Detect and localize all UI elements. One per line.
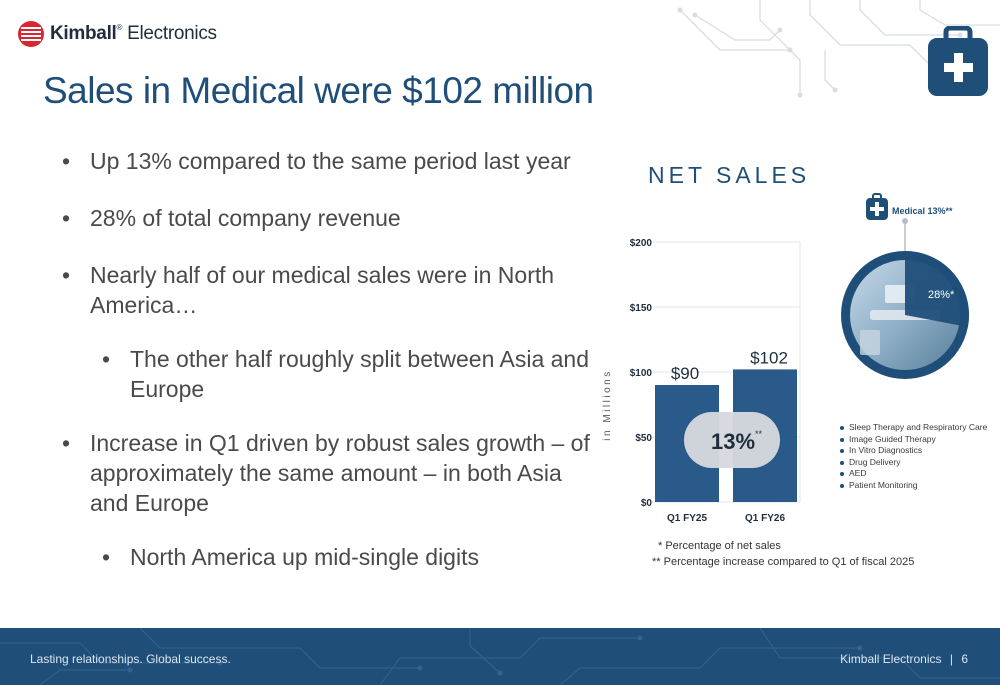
circuit-decoration-icon [677, 0, 1000, 98]
page-number: 6 [961, 652, 968, 666]
growth-callout: 13% ** [684, 412, 780, 468]
y-tick-label: $100 [630, 368, 653, 379]
donut-segment-label: 28%* [928, 289, 955, 301]
chart-title: NET SALES [648, 162, 811, 188]
footer-circuit-icon [0, 628, 1000, 685]
y-tick-label: $150 [630, 303, 653, 314]
list-item: Image Guided Therapy [840, 434, 987, 446]
medical-segments-list: Sleep Therapy and Respiratory Care Image… [840, 422, 987, 491]
list-item: Drug Delivery [840, 457, 987, 469]
y-tick-label: $200 [630, 238, 653, 249]
donut-segment [905, 251, 969, 327]
footnote: * Percentage of net sales [658, 540, 781, 552]
bullet-item: 28% of total company revenue [62, 203, 592, 233]
list-item: Sleep Therapy and Respiratory Care [840, 422, 987, 434]
list-item: Patient Monitoring [840, 480, 987, 492]
list-item: In Vitro Diagnostics [840, 445, 987, 457]
y-axis-label: in Millions [602, 369, 613, 440]
medical-badge-label: Medical 13%** [892, 206, 953, 216]
logo-text: Kimball® Electronics [50, 23, 217, 44]
page-title: Sales in Medical were $102 million [43, 70, 594, 111]
bullet-item: Increase in Q1 driven by robust sales gr… [62, 428, 592, 518]
growth-annotation-mark: ** [755, 429, 763, 439]
footnotes: * Percentage of net sales ** Percentage … [652, 538, 914, 570]
list-item: AED [840, 468, 987, 480]
footnote: ** Percentage increase compared to Q1 of… [652, 556, 915, 568]
medical-badge [866, 193, 888, 220]
footer-tagline: Lasting relationships. Global success. [30, 652, 231, 666]
growth-annotation: 13% [711, 429, 755, 454]
x-tick-label: Q1 FY25 [667, 513, 707, 524]
y-tick-label: $50 [635, 433, 652, 444]
medical-kit-icon [928, 26, 988, 96]
sub-bullet-item: The other half roughly split between Asi… [102, 344, 592, 404]
bar-value-label: $90 [671, 364, 699, 383]
x-tick-label: Q1 FY26 [745, 513, 785, 524]
medical-share-graphic: Medical 13%** 28%* [830, 190, 1000, 410]
footer-bar: Lasting relationships. Global success. K… [0, 628, 1000, 685]
bar-value-label: $102 [750, 348, 788, 367]
net-sales-bar-chart: $0 $50 $100 $150 $200 $90 $102 Q1 FY25 Q1 FY26… [602, 238, 801, 524]
logo-mark-icon [18, 21, 44, 47]
company-logo: Kimball® Electronics [18, 20, 217, 48]
bullet-item: Nearly half of our medical sales were in… [62, 260, 592, 320]
footer-page-info: Kimball Electronics | 6 [840, 652, 968, 666]
bullet-item: Up 13% compared to the same period last … [62, 146, 592, 176]
sub-bullet-item: North America up mid-single digits [102, 542, 592, 572]
y-tick-label: $0 [641, 498, 653, 509]
